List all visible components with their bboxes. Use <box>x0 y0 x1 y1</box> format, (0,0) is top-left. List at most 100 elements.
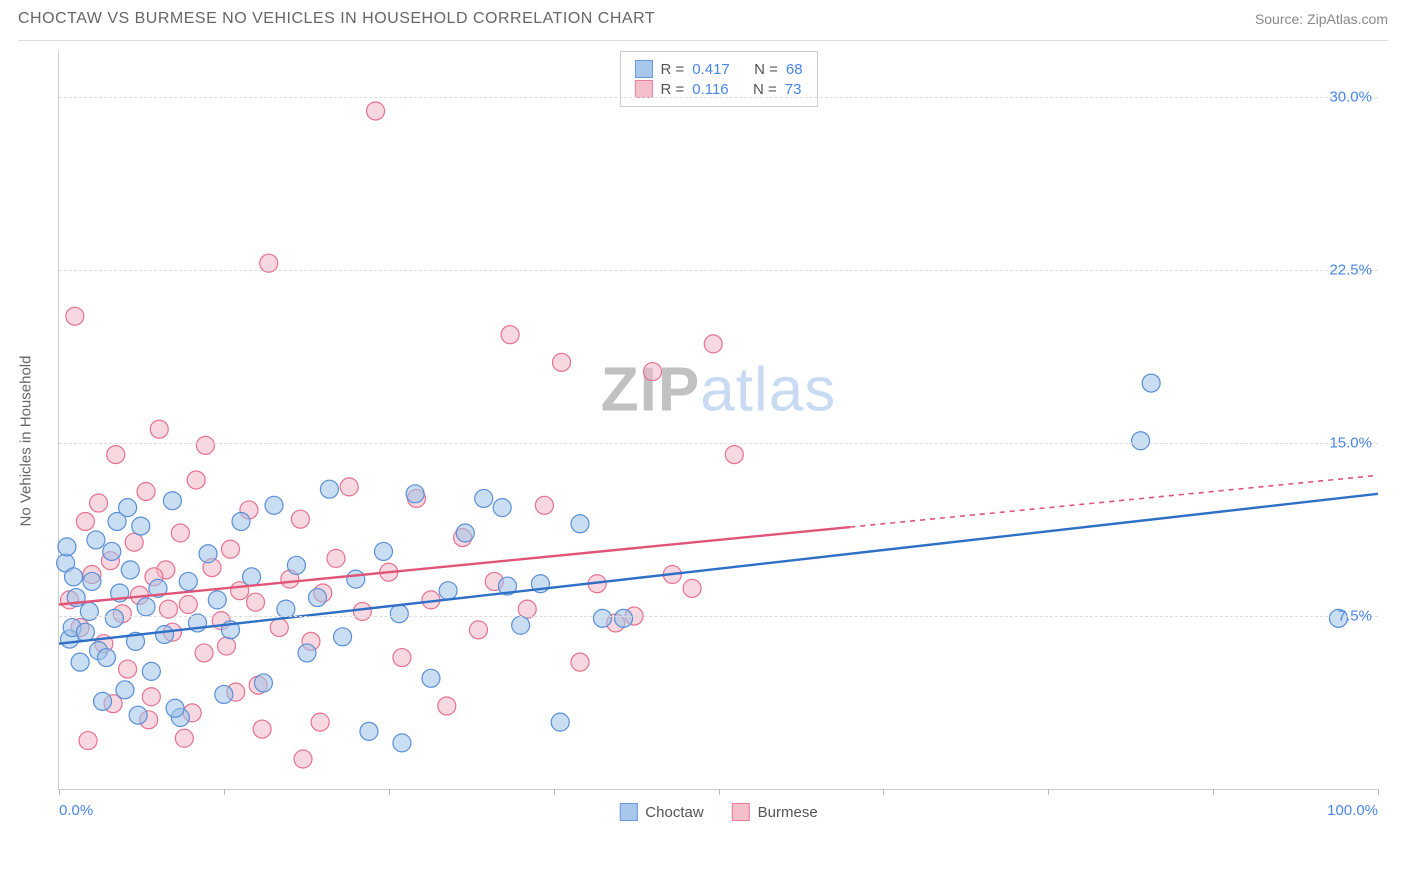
choctaw-point <box>320 480 338 498</box>
n-label: N = <box>754 61 778 78</box>
burmese-point <box>704 335 722 353</box>
burmese-point <box>725 446 743 464</box>
x-tick-mark <box>883 789 884 795</box>
choctaw-point <box>1142 374 1160 392</box>
choctaw-point <box>65 568 83 586</box>
x-tick-mark <box>1048 789 1049 795</box>
legend-item-burmese: Burmese <box>732 803 818 821</box>
choctaw-point <box>493 499 511 517</box>
burmese-point <box>171 524 189 542</box>
y-tick-label: 22.5% <box>1329 262 1372 279</box>
burmese-point <box>137 482 155 500</box>
x-tick-mark <box>59 789 60 795</box>
choctaw-point <box>287 556 305 574</box>
y-tick-label: 30.0% <box>1329 89 1372 106</box>
choctaw-point <box>254 674 272 692</box>
burmese-point <box>142 688 160 706</box>
source-label: Source: <box>1255 11 1307 27</box>
choctaw-n-value: 68 <box>786 61 803 78</box>
burmese-point <box>270 619 288 637</box>
choctaw-point <box>105 609 123 627</box>
burmese-point <box>119 660 137 678</box>
choctaw-point <box>71 653 89 671</box>
burmese-point <box>535 496 553 514</box>
choctaw-point <box>571 515 589 533</box>
burmese-point <box>195 644 213 662</box>
burmese-point <box>553 353 571 371</box>
choctaw-point <box>166 699 184 717</box>
choctaw-point <box>390 605 408 623</box>
x-axis-label-right: 100.0% <box>1327 802 1378 819</box>
burmese-point <box>107 446 125 464</box>
choctaw-point <box>94 692 112 710</box>
stats-row-burmese: R = 0.116 N = 73 <box>634 80 802 98</box>
r-label: R = <box>660 61 684 78</box>
burmese-point <box>79 732 97 750</box>
choctaw-point <box>208 591 226 609</box>
swatch-choctaw <box>634 60 652 78</box>
burmese-trendline-extrapolated <box>850 475 1378 527</box>
choctaw-point <box>406 485 424 503</box>
y-tick-label: 15.0% <box>1329 435 1372 452</box>
burmese-point <box>125 533 143 551</box>
bottom-legend: Choctaw Burmese <box>619 803 817 821</box>
burmese-point <box>187 471 205 489</box>
burmese-point <box>291 510 309 528</box>
chart-header: CHOCTAW VS BURMESE NO VEHICLES IN HOUSEH… <box>0 0 1406 34</box>
choctaw-point <box>80 602 98 620</box>
choctaw-point <box>87 531 105 549</box>
swatch-choctaw <box>619 803 637 821</box>
choctaw-point <box>1132 432 1150 450</box>
choctaw-point <box>179 572 197 590</box>
burmese-point <box>76 512 94 530</box>
gridline <box>59 270 1378 271</box>
choctaw-point <box>121 561 139 579</box>
choctaw-point <box>265 496 283 514</box>
chart-title: CHOCTAW VS BURMESE NO VEHICLES IN HOUSEH… <box>18 10 655 28</box>
x-axis-label-left: 0.0% <box>59 802 93 819</box>
swatch-burmese <box>634 80 652 98</box>
burmese-point <box>66 307 84 325</box>
burmese-point <box>196 436 214 454</box>
burmese-point <box>644 363 662 381</box>
choctaw-point <box>129 706 147 724</box>
choctaw-point <box>298 644 316 662</box>
choctaw-point <box>309 589 327 607</box>
burmese-point <box>438 697 456 715</box>
burmese-point <box>221 540 239 558</box>
choctaw-point <box>232 512 250 530</box>
burmese-point <box>150 420 168 438</box>
choctaw-point <box>116 681 134 699</box>
n-label: N = <box>753 81 777 98</box>
burmese-point <box>253 720 271 738</box>
x-tick-mark <box>1378 789 1379 795</box>
choctaw-point <box>439 582 457 600</box>
choctaw-point <box>132 517 150 535</box>
gridline <box>59 443 1378 444</box>
choctaw-point <box>243 568 261 586</box>
source-name: ZipAtlas.com <box>1307 11 1388 27</box>
choctaw-r-value: 0.417 <box>692 61 730 78</box>
choctaw-point <box>456 524 474 542</box>
choctaw-point <box>142 662 160 680</box>
x-tick-mark <box>224 789 225 795</box>
burmese-point <box>571 653 589 671</box>
choctaw-point <box>97 649 115 667</box>
y-tick-label: 7.5% <box>1338 608 1372 625</box>
y-axis-label: No Vehicles in Household <box>18 355 35 526</box>
legend-label-burmese: Burmese <box>758 804 818 821</box>
choctaw-point <box>215 685 233 703</box>
choctaw-point <box>76 623 94 641</box>
legend-label-choctaw: Choctaw <box>645 804 703 821</box>
choctaw-point <box>393 734 411 752</box>
choctaw-point <box>512 616 530 634</box>
x-tick-mark <box>719 789 720 795</box>
burmese-point <box>90 494 108 512</box>
x-tick-mark <box>389 789 390 795</box>
gridline <box>59 616 1378 617</box>
burmese-point <box>340 478 358 496</box>
choctaw-point <box>422 669 440 687</box>
plot-svg <box>59 51 1378 789</box>
burmese-point <box>353 602 371 620</box>
burmese-point <box>175 729 193 747</box>
